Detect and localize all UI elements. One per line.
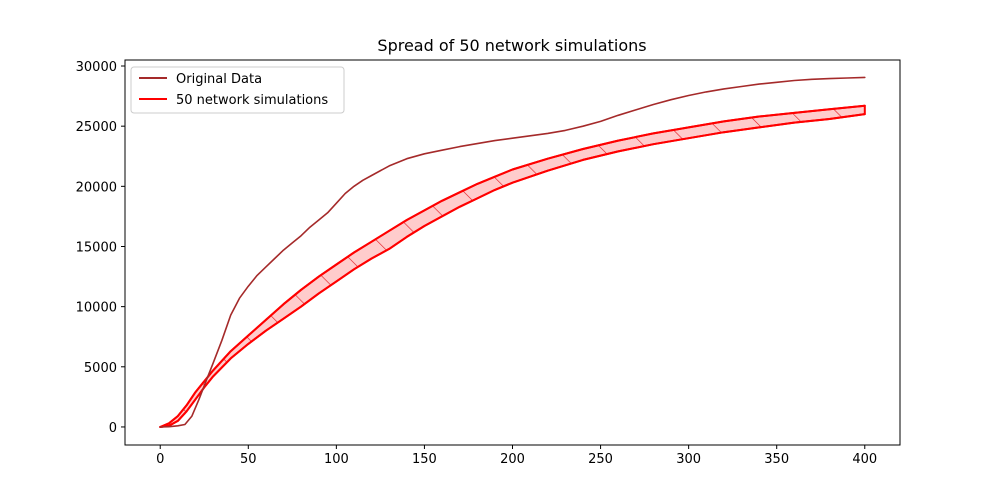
x-axis: 0 50 100 150 200 250 300 350 400 bbox=[156, 445, 877, 467]
legend-box bbox=[130, 66, 345, 114]
x-tick-label: 50 bbox=[240, 452, 257, 467]
simulation-lower-line bbox=[159, 113, 866, 428]
y-tick-label: 5000 bbox=[84, 361, 117, 376]
x-tick-label: 150 bbox=[412, 452, 437, 467]
x-tick-label: 350 bbox=[764, 452, 789, 467]
y-tick-label: 25000 bbox=[76, 120, 117, 135]
x-tick-label: 400 bbox=[852, 452, 877, 467]
legend: Original Data 50 network simulations bbox=[130, 66, 345, 114]
original-data-line bbox=[159, 76, 866, 428]
x-tick-label: 300 bbox=[676, 452, 701, 467]
y-tick-label: 30000 bbox=[76, 60, 117, 75]
legend-label-network-simulations: 50 network simulations bbox=[176, 93, 328, 108]
legend-label-original-data: Original Data bbox=[176, 72, 262, 87]
x-tick-label: 250 bbox=[588, 452, 613, 467]
y-tick-label: 20000 bbox=[76, 180, 117, 195]
x-tick-label: 100 bbox=[324, 452, 349, 467]
x-tick-label: 0 bbox=[156, 452, 164, 467]
x-tick-label: 200 bbox=[500, 452, 525, 467]
y-axis: 0 5000 10000 15000 20000 25000 30000 bbox=[76, 60, 125, 436]
y-tick-label: 15000 bbox=[76, 240, 117, 255]
chart-title: Spread of 50 network simulations bbox=[377, 36, 646, 55]
y-tick-label: 0 bbox=[109, 421, 117, 436]
series-lines-layer bbox=[159, 76, 866, 428]
y-tick-label: 10000 bbox=[76, 301, 117, 316]
